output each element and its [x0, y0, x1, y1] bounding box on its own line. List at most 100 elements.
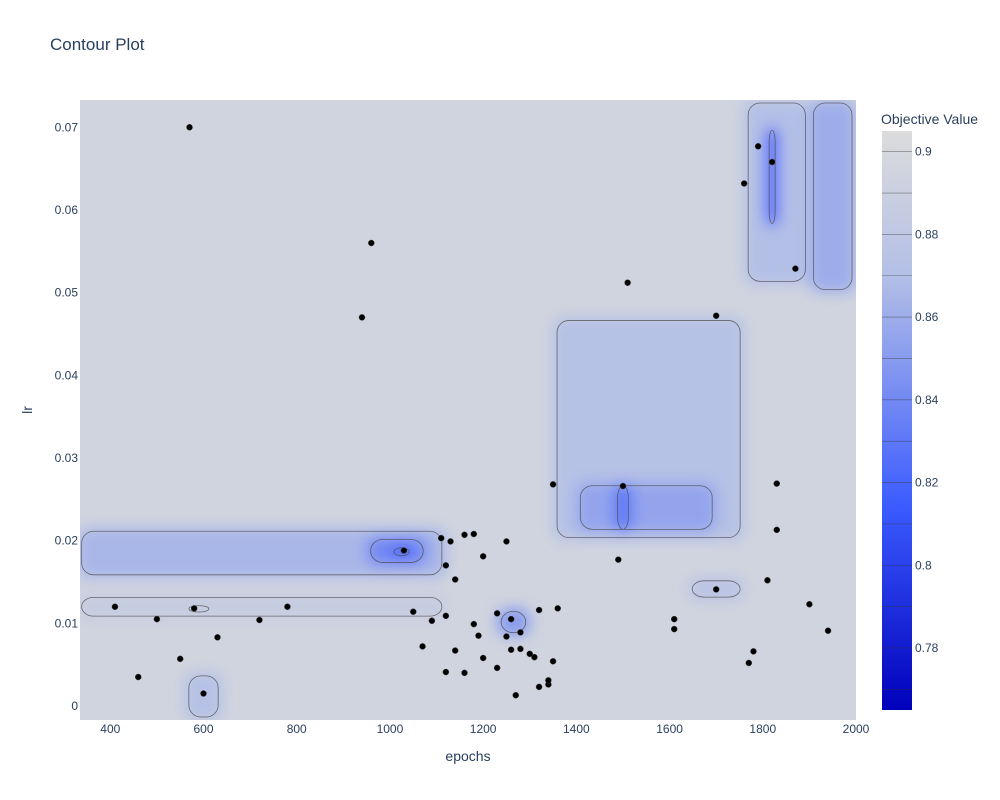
trial-point: [792, 265, 799, 272]
trial-point: [256, 616, 263, 624]
trial-point: [549, 658, 557, 665]
trial-point: [111, 603, 119, 610]
colorbar-tick-label: 0.8: [915, 558, 932, 572]
colorbar: [882, 131, 912, 710]
trial-point: [400, 547, 408, 554]
trial-point: [368, 239, 375, 247]
trial-point: [190, 605, 198, 612]
x-tick-label: 1600: [656, 722, 683, 736]
trial-point: [712, 312, 720, 320]
trial-point: [531, 653, 538, 661]
trial-point: [615, 556, 622, 563]
trial-point: [428, 617, 436, 625]
trial-point: [451, 647, 459, 654]
y-tick-label: 0.05: [55, 286, 79, 300]
colorbar-tick-label: 0.9: [915, 145, 932, 159]
trial-point: [176, 655, 184, 663]
colorbar-ticks: 0.9 0.88 0.86 0.84 0.82 0.8 0.78: [915, 145, 939, 655]
trial-point: [764, 577, 771, 584]
trial-point: [461, 669, 468, 677]
trial-point: [754, 143, 762, 150]
trial-point: [526, 650, 534, 658]
y-tick-label: 0: [71, 699, 78, 713]
trial-point: [773, 480, 781, 487]
contour-line: [579, 485, 713, 530]
trial-point: [670, 615, 678, 623]
trial-point: [712, 586, 720, 593]
colorbar-tick-label: 0.84: [915, 393, 939, 407]
contour-line: [393, 547, 410, 557]
y-axis-ticks: 0 0.01 0.02 0.03 0.04 0.05 0.06 0.07: [55, 120, 79, 713]
trial-point: [517, 645, 524, 653]
trial-point: [284, 603, 291, 610]
y-tick-label: 0.02: [55, 534, 79, 548]
trial-point: [740, 180, 748, 187]
trial-point: [773, 526, 781, 534]
x-tick-label: 1000: [377, 722, 404, 736]
y-tick-label: 0.03: [55, 451, 79, 465]
trial-point: [493, 664, 501, 672]
trial-point: [461, 531, 468, 539]
y-tick-label: 0.01: [55, 616, 79, 630]
trial-point: [517, 629, 524, 636]
trial-point: [135, 673, 142, 681]
y-tick-label: 0.04: [55, 368, 79, 382]
contour-region: [80, 594, 446, 620]
contour-line: [188, 675, 219, 718]
colorbar-tick-label: 0.78: [915, 641, 939, 655]
contour-region: [809, 100, 856, 293]
trial-point: [670, 625, 678, 633]
trial-point: [470, 620, 478, 628]
colorbar-level-lines: [882, 151, 912, 690]
trial-point: [442, 612, 450, 620]
trial-point: [624, 279, 631, 286]
trial-point: [214, 634, 221, 641]
x-tick-label: 2000: [843, 722, 870, 736]
trial-point: [554, 605, 561, 612]
x-tick-label: 1400: [563, 722, 590, 736]
contour-line: [188, 605, 210, 613]
contour-region: [80, 528, 446, 578]
contour-line: [81, 530, 443, 576]
trial-point: [475, 632, 482, 639]
trial-point: [153, 615, 161, 623]
trial-point: [409, 608, 417, 615]
contour-region: [576, 482, 717, 533]
trial-point: [545, 677, 552, 684]
trial-points: [111, 124, 832, 699]
trial-point: [824, 627, 832, 634]
contour-line: [747, 102, 806, 282]
trial-point: [535, 683, 543, 691]
trial-point: [549, 481, 557, 488]
y-tick-label: 0.07: [55, 120, 79, 134]
contour-region: [765, 127, 780, 227]
x-tick-label: 400: [100, 722, 120, 736]
trial-point: [200, 690, 207, 697]
contour-line: [556, 320, 741, 539]
x-axis-ticks: 400 600 800 1000 1200 1400 1600 1800 2000: [100, 722, 869, 736]
trial-point: [358, 314, 366, 321]
trial-point: [437, 534, 445, 542]
y-axis-title: lr: [19, 406, 35, 414]
x-tick-label: 1200: [470, 722, 497, 736]
trial-point: [470, 530, 478, 538]
x-tick-label: 600: [193, 722, 213, 736]
y-tick-label: 0.06: [55, 203, 79, 217]
contour-line: [500, 611, 527, 634]
contour-line: [691, 580, 741, 598]
trial-point: [442, 668, 450, 676]
trial-point: [806, 601, 813, 608]
x-tick-label: 800: [287, 722, 307, 736]
colorbar-tick-label: 0.88: [915, 227, 939, 241]
contour-line: [81, 596, 443, 617]
trial-point: [479, 553, 487, 560]
trial-point: [768, 158, 776, 166]
trial-point: [535, 606, 543, 614]
x-axis-title: epochs: [445, 748, 490, 764]
trial-point: [503, 633, 510, 640]
contour-line: [370, 539, 424, 563]
contour-region: [497, 608, 530, 636]
contour-line: [768, 129, 776, 224]
trial-point: [447, 538, 454, 545]
